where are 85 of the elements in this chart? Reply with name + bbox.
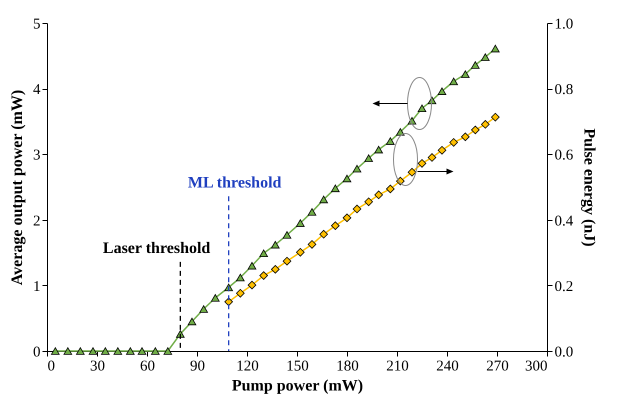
- y-tick-label: 1: [33, 278, 40, 295]
- point: [471, 126, 480, 134]
- point: [386, 184, 395, 194]
- point: [248, 262, 256, 270]
- point: [236, 274, 245, 282]
- y-tick-label: 5: [33, 16, 40, 32]
- point: [296, 219, 305, 227]
- y-tick-label: 0: [33, 344, 40, 360]
- x-tick-label: 240: [436, 358, 459, 374]
- point: [449, 138, 458, 147]
- point: [211, 294, 220, 302]
- point: [126, 347, 135, 355]
- y-tick-label: 2: [33, 213, 40, 230]
- x-tick-label: 180: [336, 358, 359, 374]
- point: [331, 184, 340, 192]
- x-tick-label: 210: [386, 358, 409, 374]
- point: [481, 120, 490, 129]
- y2-axis-title: Pulse energy (nJ): [580, 128, 598, 247]
- point: [418, 159, 426, 168]
- point: [461, 132, 470, 142]
- point: [352, 164, 362, 172]
- point: [259, 271, 268, 280]
- y2-tick-label: 1.0: [554, 16, 574, 32]
- point: [319, 196, 328, 204]
- point: [236, 289, 245, 298]
- y-tick-label: 4: [33, 82, 41, 98]
- point: [51, 347, 60, 355]
- point: [188, 318, 196, 326]
- y-axis-title: Average output power (mW): [9, 90, 26, 286]
- x-tick-label: 270: [486, 358, 509, 374]
- x-tick-label: 60: [140, 358, 155, 374]
- point: [114, 347, 122, 355]
- point: [352, 204, 362, 214]
- x-tick-label: 0: [48, 358, 55, 374]
- point: [491, 44, 500, 52]
- point: [308, 240, 316, 249]
- point: [418, 104, 426, 112]
- y2-tick-label: 0.4: [554, 213, 574, 230]
- point: [374, 190, 383, 200]
- ref-line-label: Laser threshold: [102, 240, 210, 257]
- point: [271, 265, 280, 274]
- ref-line-label: ML threshold: [188, 174, 282, 192]
- point: [88, 347, 98, 355]
- y2-tick-label: 0.6: [554, 148, 574, 164]
- point: [296, 248, 305, 257]
- point: [331, 221, 340, 230]
- point: [342, 174, 352, 182]
- x-axis-title: Pump power (mW): [232, 378, 364, 394]
- point: [76, 347, 85, 355]
- point: [199, 305, 208, 313]
- point: [491, 112, 500, 122]
- point: [282, 231, 292, 239]
- point: [101, 347, 110, 355]
- point: [248, 280, 256, 290]
- point: [364, 154, 373, 162]
- y-tick-label: 3: [33, 148, 40, 164]
- y2-tick-label: 0.0: [554, 344, 574, 360]
- x-tick-label: 150: [286, 358, 309, 374]
- point: [438, 146, 446, 155]
- x-tick-label: 90: [190, 358, 205, 374]
- point: [64, 347, 72, 355]
- point: [449, 78, 458, 86]
- point: [319, 230, 328, 239]
- point: [151, 347, 160, 355]
- point: [164, 347, 172, 355]
- y2-tick-label: 0.2: [554, 278, 574, 295]
- point: [471, 61, 480, 69]
- point: [481, 53, 490, 61]
- point: [342, 214, 352, 222]
- point: [282, 256, 292, 266]
- point: [438, 87, 446, 95]
- point: [428, 153, 436, 162]
- point: [138, 347, 146, 355]
- point: [259, 250, 268, 258]
- point: [271, 240, 280, 248]
- point: [364, 197, 373, 206]
- x-tick-label: 120: [236, 358, 259, 374]
- x-tick-label: 300: [525, 358, 548, 374]
- point: [308, 208, 316, 216]
- point: [386, 137, 395, 145]
- y2-tick-label: 0.8: [554, 82, 574, 98]
- point: [374, 146, 383, 154]
- x-tick-label: 30: [90, 358, 105, 374]
- point: [408, 168, 416, 177]
- point: [461, 70, 470, 78]
